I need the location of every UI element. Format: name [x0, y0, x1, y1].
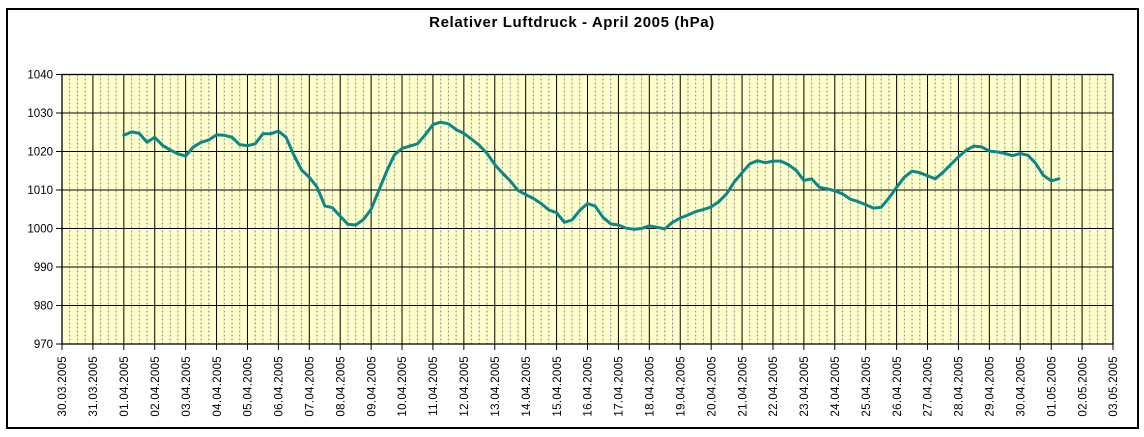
x-axis-label: 12.04.2005 [459, 356, 471, 417]
x-axis-label: 20.04.2005 [706, 356, 718, 417]
x-axis-label: 29.04.2005 [985, 356, 997, 417]
x-axis-label: 24.04.2005 [830, 356, 842, 417]
x-axis-label: 17.04.2005 [614, 356, 626, 417]
x-axis-label: 30.04.2005 [1015, 356, 1027, 417]
x-axis-label: 25.04.2005 [861, 356, 873, 417]
x-axis-label: 23.04.2005 [799, 356, 811, 417]
x-axis-label: 03.04.2005 [181, 356, 193, 417]
x-axis-label: 07.04.2005 [304, 356, 316, 417]
x-axis-label: 14.04.2005 [521, 356, 533, 417]
x-axis-label: 01.05.2005 [1046, 356, 1058, 417]
x-axis-label: 09.04.2005 [366, 356, 378, 417]
x-axis-label: 02.04.2005 [150, 356, 162, 417]
x-axis-label: 05.04.2005 [243, 356, 255, 417]
x-axis-label: 21.04.2005 [737, 356, 749, 417]
y-axis-label: 1000 [27, 224, 53, 236]
x-axis-label: 06.04.2005 [274, 356, 286, 417]
x-axis-label: 10.04.2005 [397, 356, 409, 417]
x-axis-label: 01.04.2005 [119, 356, 131, 417]
y-axis-label: 1010 [27, 185, 53, 197]
y-axis-label: 1040 [27, 70, 53, 82]
pressure-line-series [122, 120, 1061, 231]
x-axis-label: 18.04.2005 [645, 356, 657, 417]
x-axis-label: 19.04.2005 [675, 356, 687, 417]
x-axis-label: 26.04.2005 [892, 356, 904, 417]
chart-title: Relativer Luftdruck - April 2005 (hPa) [429, 14, 715, 31]
y-axis-label: 1030 [27, 108, 53, 120]
y-axis-label: 1020 [27, 147, 53, 159]
x-axis-label: 16.04.2005 [583, 356, 595, 417]
y-axis-label: 970 [34, 339, 53, 351]
x-axis-label: 02.05.2005 [1077, 356, 1089, 417]
x-axis-label: 28.04.2005 [954, 356, 966, 417]
x-axis-label: 03.05.2005 [1108, 356, 1120, 417]
x-axis-label: 15.04.2005 [552, 356, 564, 417]
y-axis-label: 980 [34, 301, 53, 313]
x-axis-label: 04.04.2005 [212, 356, 224, 417]
x-axis-label: 13.04.2005 [490, 356, 502, 417]
x-axis-label: 27.04.2005 [923, 356, 935, 417]
y-axis-label: 990 [34, 262, 53, 274]
x-axis-label: 11.04.2005 [428, 356, 440, 416]
x-axis-label: 08.04.2005 [335, 356, 347, 417]
x-axis-label: 31.03.2005 [88, 356, 100, 417]
x-axis-label: 22.04.2005 [768, 356, 780, 417]
x-axis-label: 30.03.2005 [57, 356, 69, 417]
plot-border [61, 73, 1114, 345]
